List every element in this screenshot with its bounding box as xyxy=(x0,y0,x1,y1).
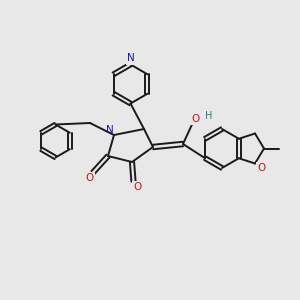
Text: N: N xyxy=(106,124,113,135)
Text: O: O xyxy=(191,114,200,124)
Text: O: O xyxy=(133,182,141,192)
Text: O: O xyxy=(257,163,266,173)
Text: H: H xyxy=(205,111,212,121)
Text: N: N xyxy=(127,53,134,64)
Text: O: O xyxy=(85,173,94,183)
